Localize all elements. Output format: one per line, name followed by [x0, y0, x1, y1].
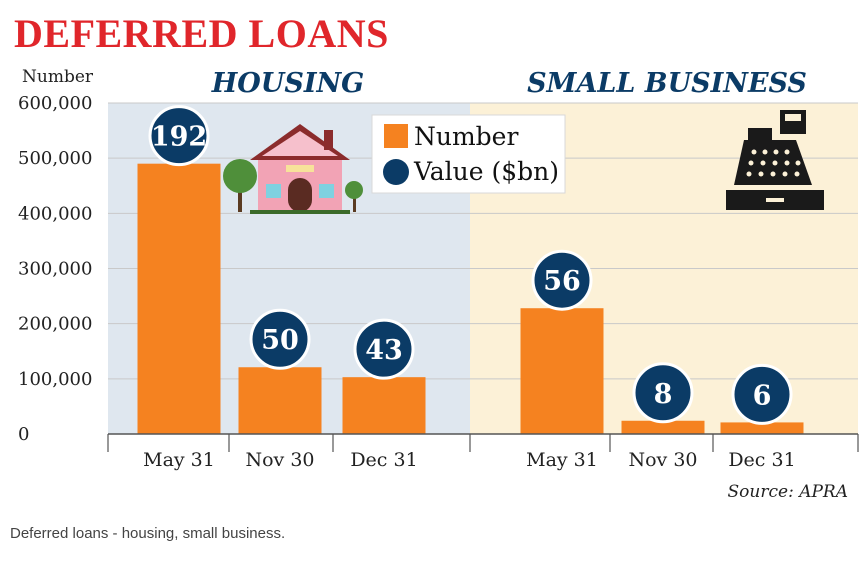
- value-bubble: [531, 249, 593, 311]
- x-tick-label: May 31: [143, 449, 215, 471]
- value-bubble: [249, 308, 311, 370]
- bar: [342, 377, 426, 434]
- y-tick-label: 600,000: [18, 93, 92, 114]
- y-tick-label: 300,000: [18, 259, 92, 280]
- cash-register-icon: [726, 110, 824, 210]
- y-axis-label: Number: [22, 67, 94, 87]
- data-label: 56: [543, 266, 581, 297]
- x-tick-label: Dec 31: [350, 449, 417, 471]
- value-bubble: [731, 363, 793, 425]
- source-note: Source: APRA: [728, 482, 848, 502]
- x-tick-label: Nov 30: [245, 449, 314, 471]
- chart-title: DEFERRED LOANS: [14, 11, 389, 56]
- data-label: 8: [654, 379, 673, 410]
- caption: Deferred loans - housing, small business…: [10, 525, 286, 542]
- x-tick-label: Dec 31: [728, 449, 795, 471]
- y-tick-label: 400,000: [18, 203, 92, 224]
- bar: [520, 308, 604, 434]
- y-tick-label: 500,000: [18, 148, 92, 169]
- legend-swatch-value: [383, 159, 409, 185]
- x-tick-label: Nov 30: [628, 449, 697, 471]
- legend-label: Number: [414, 122, 518, 151]
- y-tick-label: 200,000: [18, 314, 92, 335]
- bar: [137, 163, 221, 434]
- bar: [238, 367, 322, 434]
- value-bubble: [632, 362, 694, 424]
- x-tick-label: May 31: [526, 449, 598, 471]
- value-bubble: [148, 105, 210, 167]
- data-label: 192: [151, 122, 207, 153]
- data-label: 43: [365, 335, 403, 366]
- value-bubble: [353, 318, 415, 380]
- bar: [621, 420, 705, 434]
- tree-icon: [223, 159, 257, 212]
- legend-swatch-number: [384, 124, 408, 148]
- house-icon: [250, 124, 350, 214]
- bar: [720, 422, 804, 434]
- panel-title: HOUSING: [211, 68, 364, 99]
- chart: 0 100,000 200,000 300,000 400,000 500,000 600,…: [18, 67, 859, 502]
- data-label: 6: [753, 380, 772, 411]
- tree-icon: [345, 181, 363, 212]
- y-tick-label: 0: [18, 424, 29, 445]
- legend-label: Value ($bn): [413, 157, 559, 186]
- data-label: 50: [261, 325, 299, 356]
- y-tick-label: 100,000: [18, 369, 92, 390]
- panel-title: SMALL BUSINESS: [527, 68, 807, 99]
